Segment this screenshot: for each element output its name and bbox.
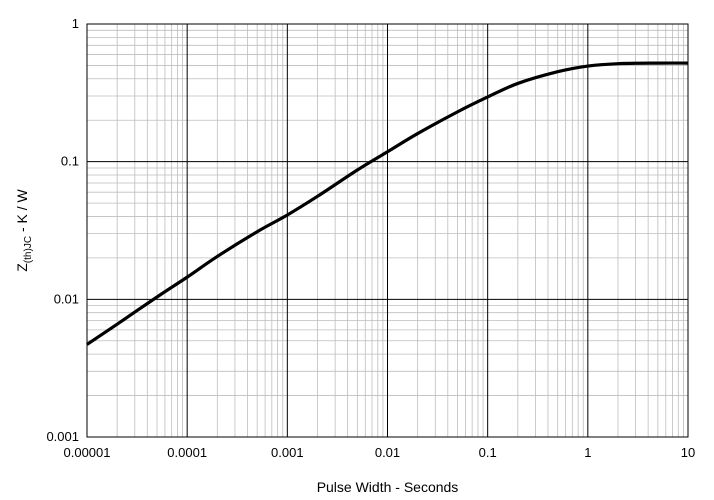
x-tick-label: 1 [584,445,591,460]
x-axis-title: Pulse Width - Seconds [317,479,459,495]
x-tick-labels: 0.00001 0.0001 0.001 0.01 0.1 1 10 [64,445,696,460]
y-tick-label: 0.01 [54,291,79,306]
y-axis-title-subscript: (th)JC [23,236,34,263]
x-tick-label: 0.1 [479,445,497,460]
y-tick-labels: 0.001 0.01 0.1 1 [46,16,79,444]
y-axis-title-suffix: - K / W [14,188,30,235]
x-tick-label: 0.0001 [167,445,207,460]
x-tick-label: 0.00001 [64,445,111,460]
y-axis-title: Z(th)JC - K / W [14,188,34,271]
y-tick-label: 1 [72,16,79,31]
x-tick-label: 10 [681,445,695,460]
series-layer [86,61,689,346]
x-tick-label: 0.001 [271,445,304,460]
y-axis-title-main: Z [14,263,30,272]
series-line [86,61,689,346]
y-tick-label: 0.1 [61,154,79,169]
plot-frame [86,23,689,438]
x-tick-label: 0.01 [375,445,400,460]
y-tick-label: 0.001 [46,429,79,444]
